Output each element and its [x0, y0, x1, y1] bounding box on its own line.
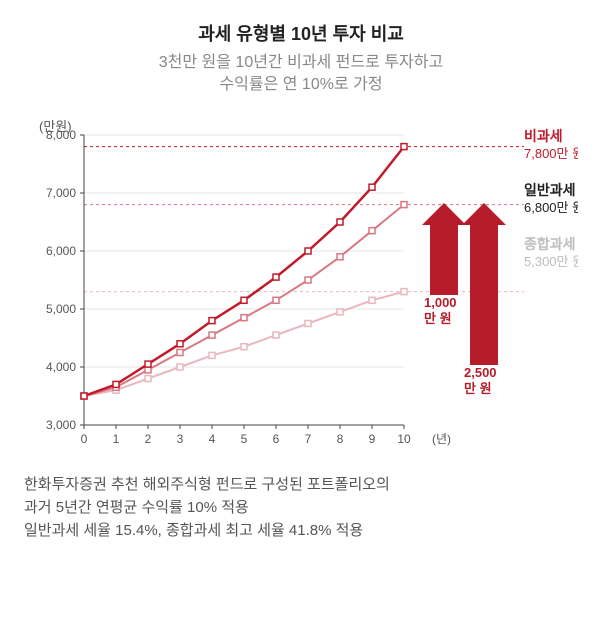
arrow-label-1-l1: 2,500 — [464, 365, 497, 380]
arrow-label-1-l2: 만 원 — [464, 381, 492, 396]
y-tick-label: 8,000 — [46, 128, 76, 142]
legend-value-일반과세: 6,800만 원 — [524, 200, 578, 215]
arrow-label-0-l2: 만 원 — [424, 311, 452, 326]
x-tick-label: 0 — [81, 432, 88, 446]
series-marker — [209, 317, 215, 323]
series-marker — [273, 297, 279, 303]
x-tick-label: 3 — [177, 432, 184, 446]
series-marker — [241, 314, 247, 320]
chart-subtitle: 3천만 원을 10년간 비과세 펀드로 투자하고 수익률은 연 10%로 가정 — [24, 52, 578, 97]
series-marker — [401, 288, 407, 294]
x-tick-label: 9 — [369, 432, 376, 446]
legend-title-종합과세: 종합과세 — [524, 236, 576, 252]
y-tick-label: 4,000 — [46, 360, 76, 374]
footnote-line2: 과거 5년간 연평균 수익률 10% 적용 — [24, 499, 249, 516]
series-marker — [177, 364, 183, 370]
series-marker — [337, 309, 343, 315]
subtitle-line1: 3천만 원을 10년간 비과세 펀드로 투자하고 — [159, 54, 443, 71]
gap-arrow-1 — [462, 203, 506, 365]
series-marker — [273, 274, 279, 280]
chart-container: (만원)3,0004,0005,0006,0007,0008,000012345… — [24, 115, 578, 455]
x-tick-label: 1 — [113, 432, 120, 446]
series-marker — [369, 227, 375, 233]
series-line-비과세 — [84, 146, 404, 395]
x-tick-label: 2 — [145, 432, 152, 446]
y-tick-label: 3,000 — [46, 418, 76, 432]
x-tick-label: 5 — [241, 432, 248, 446]
legend-title-비과세: 비과세 — [524, 128, 563, 144]
arrow-label-0-l1: 1,000 — [424, 295, 457, 310]
x-tick-label: 10 — [397, 432, 411, 446]
footnote-line1: 한화투자증권 추천 해외주식형 펀드로 구성된 포트폴리오의 — [24, 476, 390, 493]
investment-chart: (만원)3,0004,0005,0006,0007,0008,000012345… — [24, 115, 578, 455]
x-tick-label: 7 — [305, 432, 312, 446]
chart-title: 과세 유형별 10년 투자 비교 — [24, 20, 578, 46]
series-marker — [337, 219, 343, 225]
series-marker — [113, 381, 119, 387]
gap-arrow-0 — [422, 203, 466, 295]
subtitle-line2: 수익률은 연 10%로 가정 — [219, 76, 382, 93]
series-marker — [209, 352, 215, 358]
series-marker — [305, 248, 311, 254]
x-axis-unit: (년) — [432, 432, 451, 446]
series-marker — [305, 320, 311, 326]
legend-value-비과세: 7,800만 원 — [524, 146, 578, 161]
series-marker — [209, 332, 215, 338]
series-marker — [273, 332, 279, 338]
series-marker — [81, 393, 87, 399]
series-marker — [305, 277, 311, 283]
series-marker — [177, 341, 183, 347]
y-tick-label: 6,000 — [46, 244, 76, 258]
series-marker — [401, 201, 407, 207]
series-marker — [369, 184, 375, 190]
y-tick-label: 5,000 — [46, 302, 76, 316]
series-marker — [177, 349, 183, 355]
footnote-line3: 일반과세 세율 15.4%, 종합과세 최고 세율 41.8% 적용 — [24, 522, 363, 539]
x-tick-label: 8 — [337, 432, 344, 446]
series-marker — [401, 143, 407, 149]
legend-value-종합과세: 5,300만 원 — [524, 254, 578, 269]
footnote: 한화투자증권 추천 해외주식형 펀드로 구성된 포트폴리오의 과거 5년간 연평… — [24, 473, 578, 543]
series-marker — [145, 361, 151, 367]
x-tick-label: 4 — [209, 432, 216, 446]
series-marker — [369, 297, 375, 303]
x-tick-label: 6 — [273, 432, 280, 446]
y-tick-label: 7,000 — [46, 186, 76, 200]
legend-title-일반과세: 일반과세 — [524, 182, 576, 198]
series-marker — [241, 297, 247, 303]
series-marker — [337, 254, 343, 260]
series-marker — [145, 375, 151, 381]
series-marker — [241, 343, 247, 349]
